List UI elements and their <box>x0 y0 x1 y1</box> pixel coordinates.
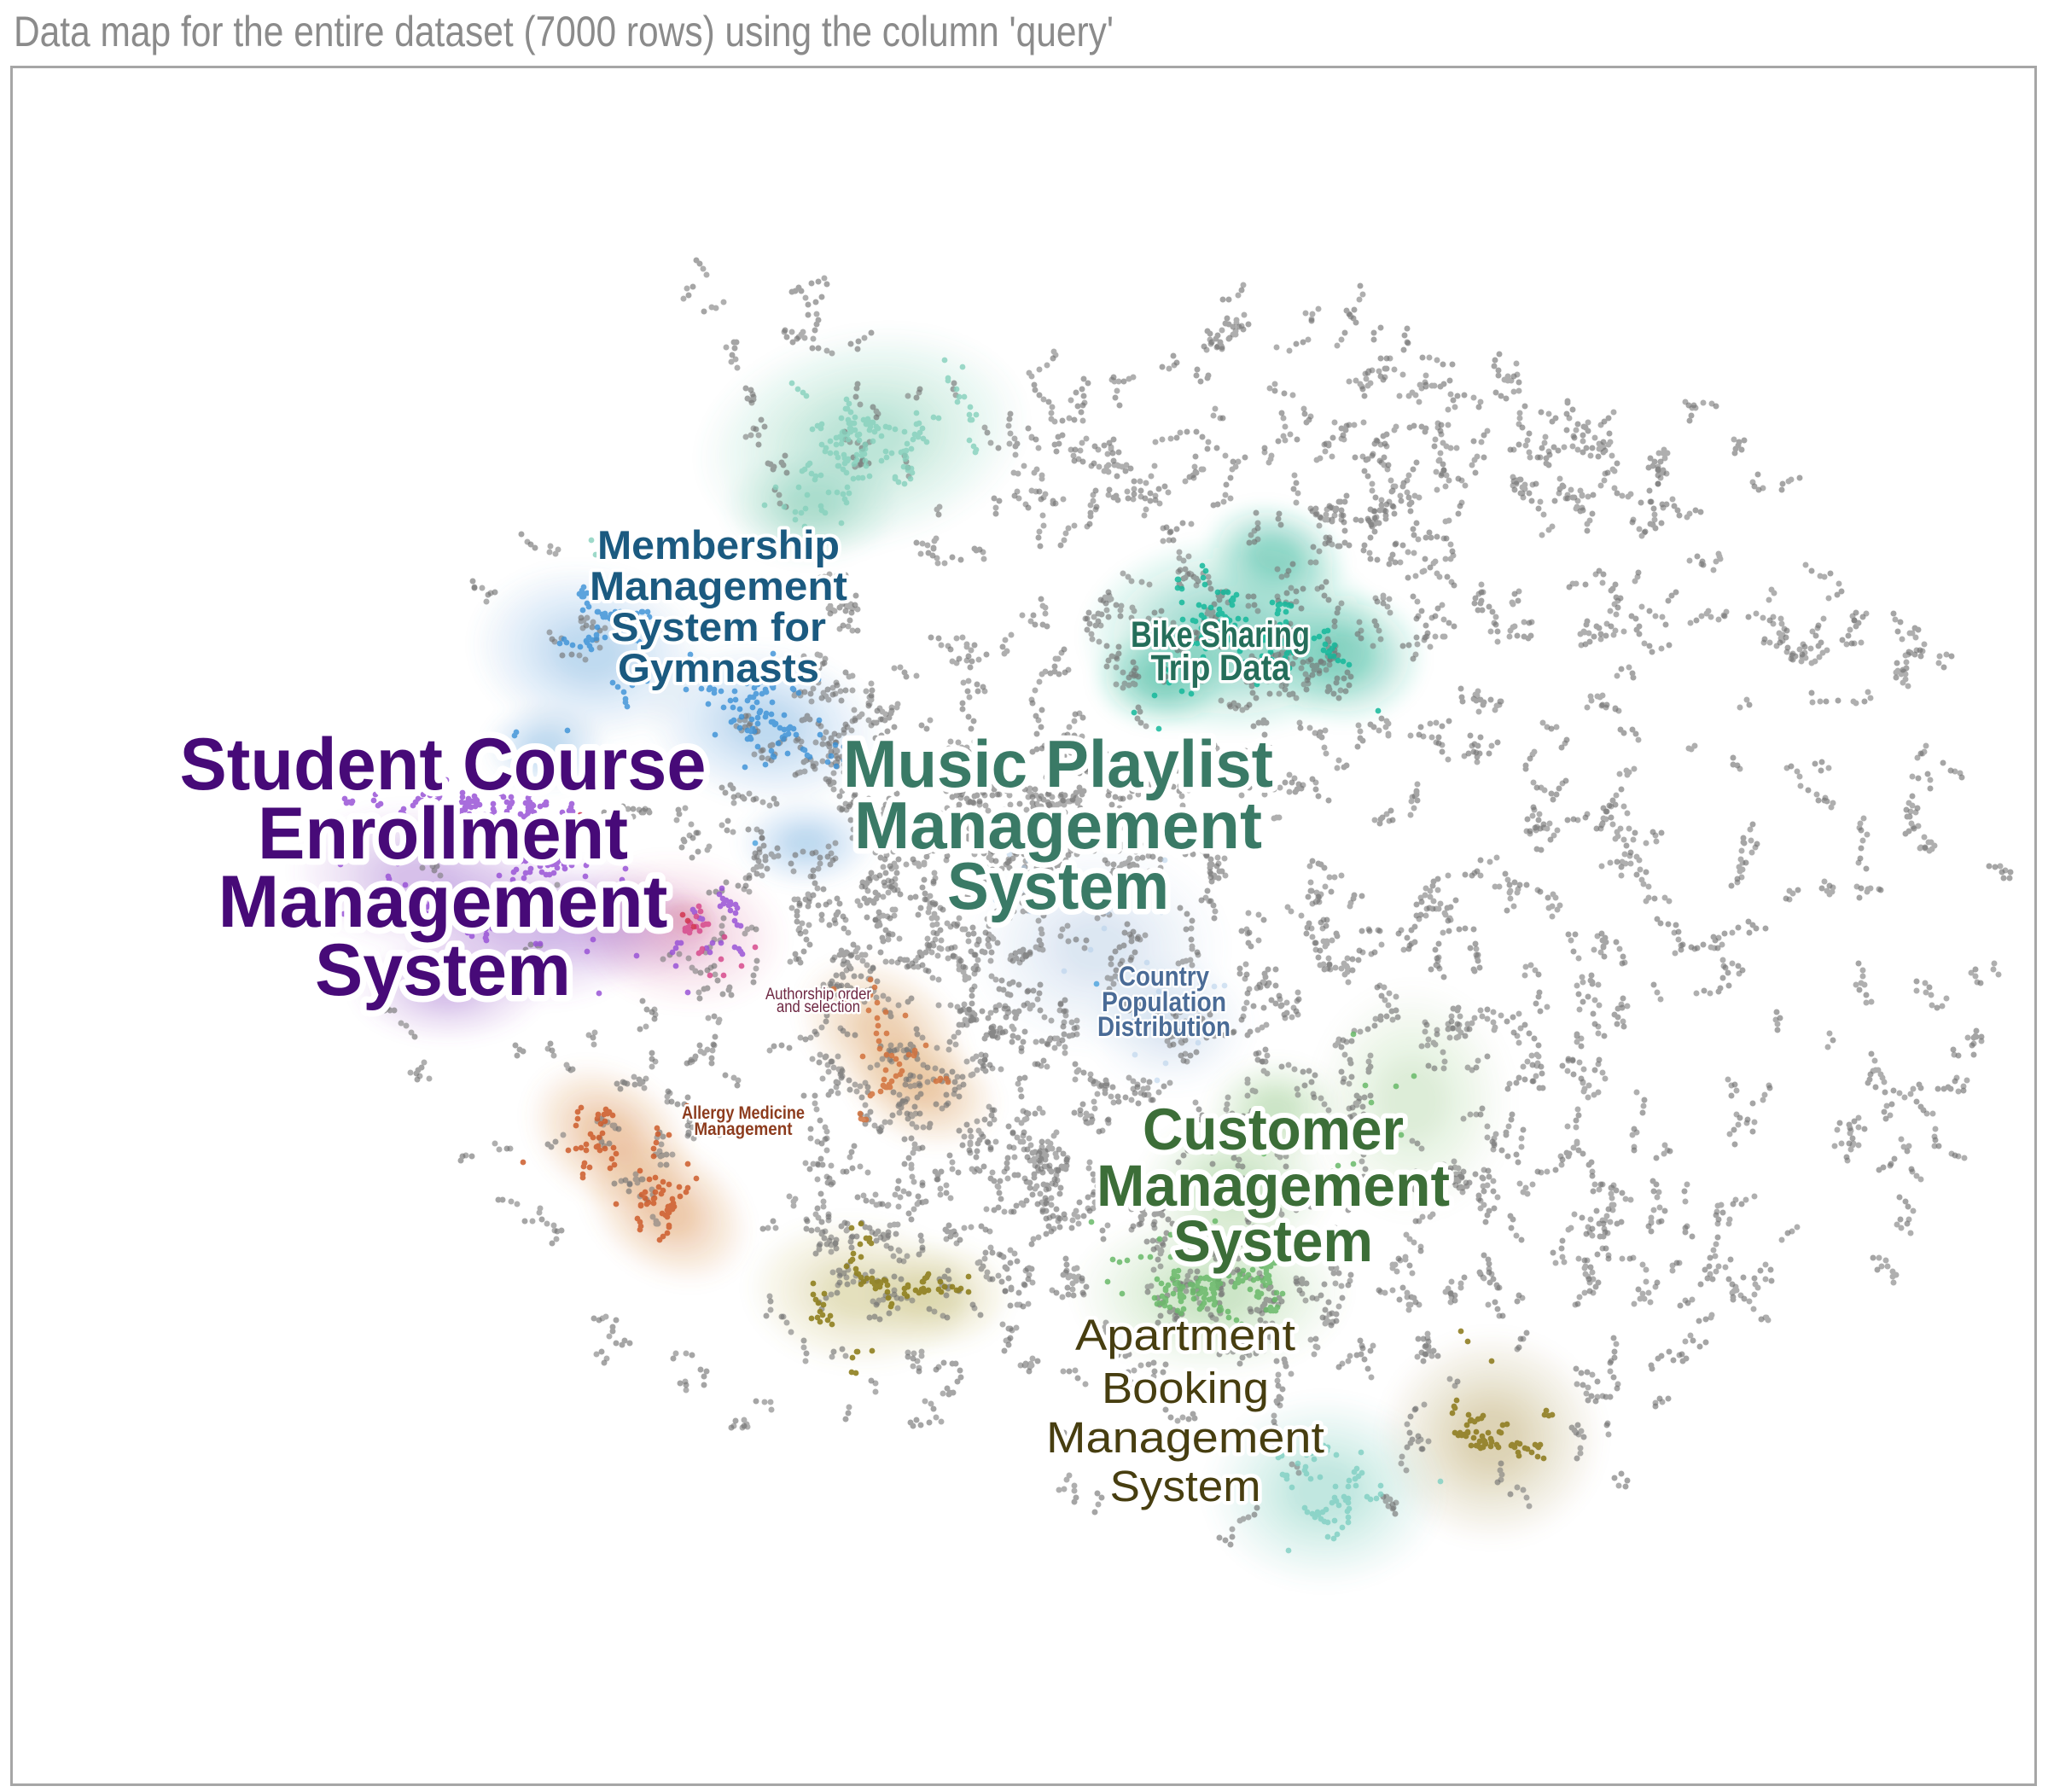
svg-text:Country: Country <box>1119 961 1209 992</box>
svg-text:Membership: Membership <box>597 522 840 567</box>
svg-text:Apartment: Apartment <box>1075 1311 1295 1359</box>
svg-text:Customer: Customer <box>1143 1097 1404 1162</box>
svg-text:Population: Population <box>1102 986 1226 1017</box>
svg-text:Enrollment: Enrollment <box>258 793 628 875</box>
svg-text:Bike Sharing: Bike Sharing <box>1131 614 1310 655</box>
svg-text:Booking: Booking <box>1102 1364 1269 1412</box>
svg-text:Management: Management <box>1046 1413 1324 1462</box>
svg-text:Management: Management <box>218 861 668 943</box>
svg-text:Allergy Medicine: Allergy Medicine <box>682 1103 805 1123</box>
svg-text:System: System <box>1173 1208 1373 1274</box>
svg-text:Student Course: Student Course <box>180 724 707 806</box>
svg-text:Data map for the entire datase: Data map for the entire dataset (7000 ro… <box>14 8 1114 55</box>
svg-text:System: System <box>947 848 1169 923</box>
svg-text:Management: Management <box>854 788 1262 863</box>
svg-text:System: System <box>1110 1462 1261 1510</box>
svg-text:System for: System for <box>611 604 826 649</box>
svg-text:System: System <box>315 929 571 1011</box>
svg-text:Gymnasts: Gymnasts <box>618 645 819 690</box>
svg-text:Management: Management <box>1097 1153 1450 1219</box>
svg-text:Music Playlist: Music Playlist <box>843 726 1273 801</box>
svg-text:Management: Management <box>695 1120 793 1139</box>
svg-text:Authorship order: Authorship order <box>765 986 872 1004</box>
svg-text:Trip Data: Trip Data <box>1151 648 1291 689</box>
svg-text:Management: Management <box>590 563 847 608</box>
svg-text:and selection: and selection <box>777 998 860 1016</box>
svg-text:Distribution: Distribution <box>1097 1011 1231 1042</box>
